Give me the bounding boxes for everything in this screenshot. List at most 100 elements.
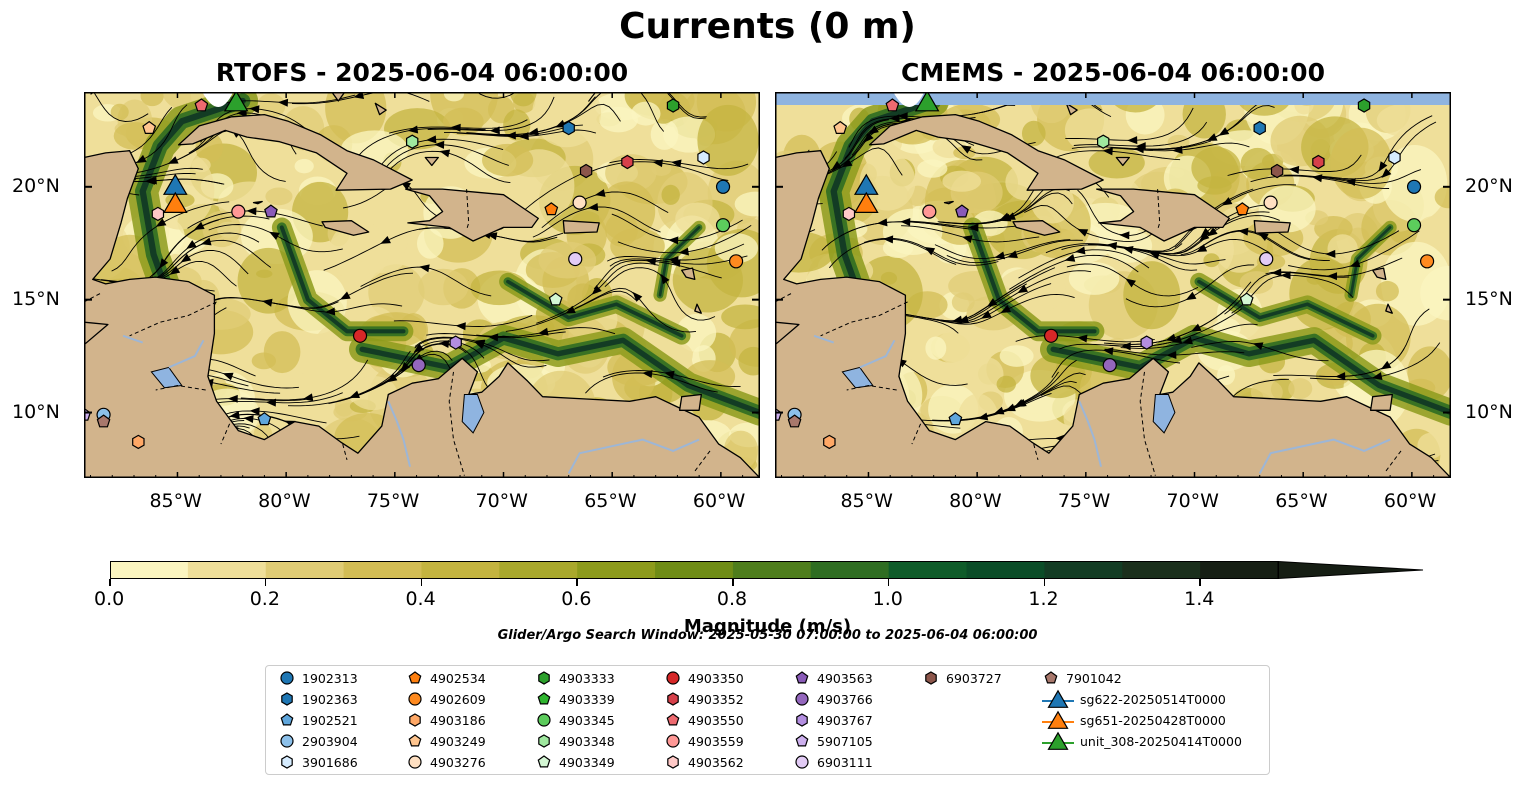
legend-marker[interactable] bbox=[1047, 689, 1069, 708]
lon-tick-label: 60°W bbox=[1383, 490, 1437, 512]
map-panel-rtofs[interactable] bbox=[84, 92, 760, 478]
legend-item-4902609: 4902609 bbox=[406, 689, 486, 709]
legend-label: unit_308-20250414T0000 bbox=[1080, 733, 1242, 749]
marker-4903276[interactable] bbox=[572, 195, 587, 210]
marker-7901042[interactable] bbox=[96, 414, 111, 428]
legend-marker[interactable] bbox=[795, 734, 809, 747]
legend-marker[interactable] bbox=[925, 671, 937, 685]
marker-4903249[interactable] bbox=[142, 120, 157, 135]
marker-4903333[interactable] bbox=[666, 98, 680, 113]
marker-4903767[interactable] bbox=[449, 335, 462, 350]
marker-4903559[interactable] bbox=[922, 204, 937, 219]
marker-4903562[interactable] bbox=[842, 206, 856, 222]
marker-4903563[interactable] bbox=[955, 204, 969, 218]
marker-7901042[interactable] bbox=[787, 414, 802, 428]
legend-label: sg651-20250428T0000 bbox=[1080, 712, 1226, 728]
marker-1902521[interactable] bbox=[948, 412, 963, 426]
legend-marker[interactable] bbox=[795, 692, 809, 706]
legend-marker[interactable] bbox=[281, 692, 293, 706]
marker-4903348[interactable] bbox=[1097, 134, 1110, 149]
hexagon-icon bbox=[667, 755, 679, 769]
legend-marker[interactable] bbox=[537, 692, 551, 705]
legend-item-4903186: 4903186 bbox=[406, 710, 486, 730]
map-panel-cmems[interactable] bbox=[775, 92, 1451, 478]
marker-4903352[interactable] bbox=[621, 154, 634, 170]
marker-4903562[interactable] bbox=[151, 206, 165, 222]
marker-4903345[interactable] bbox=[1406, 218, 1422, 233]
legend-marker[interactable] bbox=[408, 692, 422, 706]
marker-4903350[interactable] bbox=[1043, 328, 1059, 343]
marker-4903333[interactable] bbox=[1357, 98, 1371, 113]
legend-marker[interactable] bbox=[537, 713, 551, 727]
legend-item-2903904: 2903904 bbox=[278, 731, 358, 751]
legend-marker[interactable] bbox=[795, 755, 809, 769]
legend-marker[interactable] bbox=[409, 713, 421, 727]
marker-4903349[interactable] bbox=[548, 292, 563, 306]
circle-icon bbox=[280, 734, 294, 748]
marker-3901686[interactable] bbox=[697, 150, 710, 165]
marker-6903727[interactable] bbox=[579, 163, 593, 179]
marker-4903766[interactable] bbox=[411, 358, 426, 373]
legend-marker[interactable] bbox=[796, 713, 808, 727]
marker-4902534[interactable] bbox=[1235, 202, 1250, 216]
legend-marker[interactable] bbox=[280, 713, 294, 726]
legend-marker[interactable] bbox=[280, 734, 294, 748]
marker-1902363[interactable] bbox=[1253, 120, 1266, 136]
legend-marker[interactable] bbox=[408, 755, 422, 769]
legend-marker[interactable] bbox=[666, 734, 680, 748]
colorbar-tick-label: 0.4 bbox=[405, 588, 436, 610]
marker-4903559[interactable] bbox=[231, 204, 246, 219]
legend-label: 4903333 bbox=[559, 670, 615, 686]
marker-4903767[interactable] bbox=[1140, 335, 1153, 350]
marker-1902521[interactable] bbox=[257, 412, 272, 426]
marker-4902609[interactable] bbox=[1419, 254, 1435, 269]
marker-4903550[interactable] bbox=[885, 98, 900, 112]
legend-marker[interactable] bbox=[667, 755, 679, 769]
legend-marker[interactable] bbox=[667, 692, 679, 706]
legend-item-1902521: 1902521 bbox=[278, 710, 358, 730]
marker-4903563[interactable] bbox=[264, 204, 278, 218]
marker-4903186[interactable] bbox=[132, 434, 145, 450]
legend-marker[interactable] bbox=[281, 755, 293, 769]
colorbar-tick bbox=[1043, 579, 1046, 586]
marker-6903727[interactable] bbox=[1270, 163, 1284, 179]
legend-marker[interactable] bbox=[666, 713, 680, 726]
colorbar-segment bbox=[110, 561, 189, 579]
marker-6903111[interactable] bbox=[1259, 251, 1274, 267]
marker-1902313[interactable] bbox=[715, 179, 731, 194]
marker-6903111[interactable] bbox=[568, 251, 583, 267]
marker-4903349[interactable] bbox=[1239, 292, 1254, 306]
marker-3901686[interactable] bbox=[1388, 150, 1401, 165]
marker-sg651-20250428T0000[interactable] bbox=[853, 191, 879, 214]
legend-marker[interactable] bbox=[666, 671, 680, 685]
marker-1902363[interactable] bbox=[562, 120, 575, 136]
legend-marker[interactable] bbox=[538, 734, 550, 748]
pentagon-icon bbox=[408, 671, 422, 684]
marker-4903249[interactable] bbox=[833, 120, 848, 135]
legend-marker[interactable] bbox=[1047, 731, 1069, 750]
marker-4902609[interactable] bbox=[728, 254, 744, 269]
hexagon-icon bbox=[409, 713, 421, 727]
marker-4903345[interactable] bbox=[715, 218, 731, 233]
legend-marker[interactable] bbox=[408, 671, 422, 684]
legend-marker[interactable] bbox=[1047, 710, 1069, 729]
marker-4903350[interactable] bbox=[352, 328, 368, 343]
marker-4903550[interactable] bbox=[194, 98, 209, 112]
marker-4903276[interactable] bbox=[1263, 195, 1278, 210]
hexagon-icon bbox=[281, 692, 293, 706]
marker-sg651-20250428T0000[interactable] bbox=[162, 191, 188, 214]
marker-unit_308-20250414T0000[interactable] bbox=[223, 92, 249, 112]
marker-unit_308-20250414T0000[interactable] bbox=[914, 92, 940, 112]
legend-marker[interactable] bbox=[408, 734, 422, 747]
marker-1902313[interactable] bbox=[1406, 179, 1422, 194]
marker-4903766[interactable] bbox=[1102, 358, 1117, 373]
legend-marker[interactable] bbox=[537, 755, 551, 768]
legend-marker[interactable] bbox=[280, 671, 294, 685]
marker-4903186[interactable] bbox=[823, 434, 836, 450]
legend-marker[interactable] bbox=[538, 671, 550, 685]
legend-marker[interactable] bbox=[1044, 671, 1058, 684]
marker-4903352[interactable] bbox=[1312, 154, 1325, 170]
marker-4903348[interactable] bbox=[406, 134, 419, 149]
marker-4902534[interactable] bbox=[544, 202, 559, 216]
legend-marker[interactable] bbox=[795, 671, 809, 684]
